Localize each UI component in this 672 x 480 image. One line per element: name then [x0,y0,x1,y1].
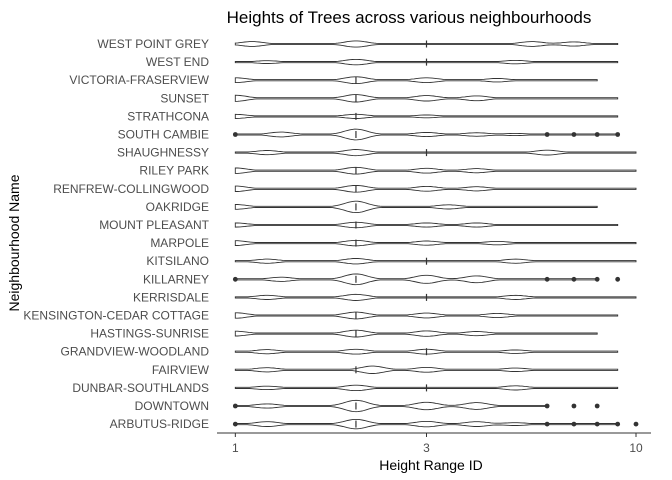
y-tick-label-downtown: DOWNTOWN [135,399,209,413]
y-tick-label-south-cambie: SOUTH CAMBIE [118,128,209,142]
violin-renfrew-collingwood [234,184,637,193]
y-tick-label-strathcona: STRATHCONA [127,109,209,123]
y-tick-label-fairview: FAIRVIEW [152,363,210,377]
outlier-point [594,403,600,409]
y-tick-label-renfrew-collingwood: RENFREW-COLLINGWOOD [53,182,209,196]
y-tick-label-riley-park: RILEY PARK [139,164,209,178]
y-tick-label-sunset: SUNSET [160,91,209,105]
violin-sunset [234,94,619,103]
y-axis-title: Neighbourhood Name [6,174,22,311]
violin-kensington-cedar-cottage [234,311,619,320]
outlier-point [232,132,238,137]
violin-shaughnessy [234,149,637,157]
y-tick-label-marpole: MARPOLE [150,236,209,250]
outlier-point [544,421,550,427]
x-tick-label: 3 [423,441,430,455]
violin-killarney [234,273,598,286]
violin-victoria-fraserview [234,76,598,85]
y-tick-label-dunbar-southlands: DUNBAR-SOUTHLANDS [72,381,209,395]
violin-kerrisdale [234,293,637,301]
outlier-point [232,276,238,282]
x-axis: 1 3 10 [232,433,643,455]
y-tick-label-west-end: WEST END [146,55,209,69]
violin-arbutus-ridge [234,418,619,430]
violin-marpole [234,239,637,247]
y-tick-label-kensington-cedar-cottage: KENSINGTON-CEDAR COTTAGE [23,309,209,323]
y-tick-label-victoria-fraserview: VICTORIA-FRASERVIEW [69,73,209,87]
y-tick-label-killarney: KILLARNEY [143,272,209,286]
violin-mount-pleasant [234,221,619,229]
violin-hastings-sunrise [234,329,598,338]
violin-south-cambie [234,128,619,141]
y-tick-label-hastings-sunrise: HASTINGS-SUNRISE [90,327,209,341]
y-tick-label-mount-pleasant: MOUNT PLEASANT [99,218,209,232]
y-tick-label-arbutus-ridge: ARBUTUS-RIDGE [110,417,209,431]
violin-riley-park [234,166,637,175]
outlier-point [544,132,550,137]
outlier-point [571,403,577,409]
outlier-point [571,421,577,427]
violin-oakridge [234,200,598,214]
y-tick-label-kerrisdale: KERRISDALE [133,290,209,304]
violin-strathcona [234,113,619,119]
outlier-point [232,403,238,409]
outlier-point [594,276,600,282]
outlier-point [615,132,621,137]
violin-fairview [234,365,619,374]
y-tick-label-kitsilano: KITSILANO [146,254,209,268]
outlier-point [615,276,621,282]
outlier-point [633,421,639,427]
x-tick-label: 1 [232,441,239,455]
y-tick-label-oakridge: OAKRIDGE [146,200,209,214]
outlier-point [544,276,550,282]
outlier-point [615,421,621,427]
x-axis-title: Height Range ID [379,457,483,473]
y-tick-label-grandview-woodland: GRANDVIEW-WOODLAND [61,345,210,359]
outlier-point [594,132,600,137]
plot-area [232,40,639,430]
chart-title: Heights of Trees across various neighbou… [227,8,592,27]
y-axis: WEST POINT GREY WEST END VICTORIA-FRASERVI… [23,37,209,431]
y-tick-label-shaughnessy: SHAUGHNESSY [117,146,209,160]
x-tick-label: 10 [629,441,643,455]
outlier-point [571,276,577,282]
outlier-point [232,421,238,427]
y-tick-label-west-point-grey: WEST POINT GREY [97,37,209,51]
violin-kitsilano [234,258,637,265]
outlier-point [571,132,577,137]
violin-downtown [234,399,548,413]
outlier-point [544,403,550,409]
outlier-point [594,421,600,427]
